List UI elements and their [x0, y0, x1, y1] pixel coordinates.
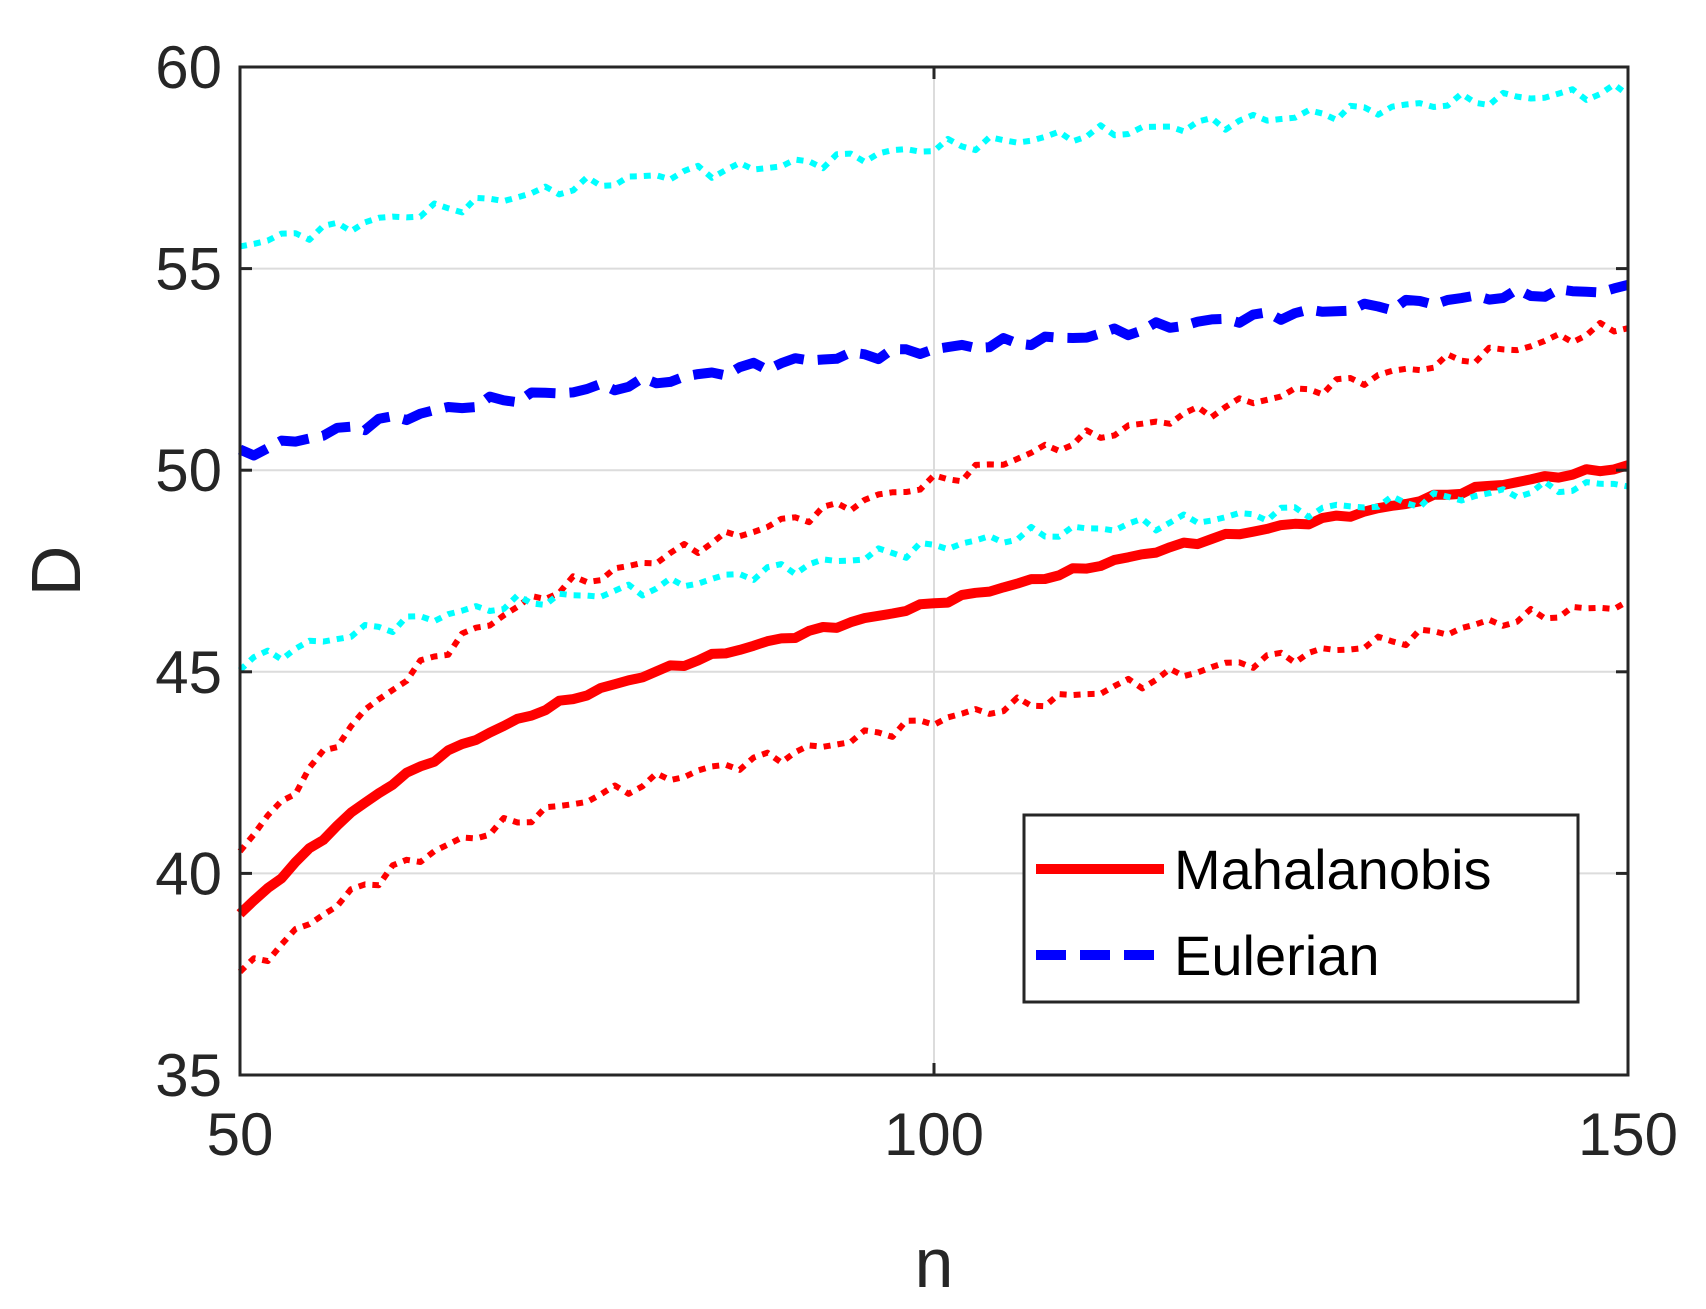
- legend-label-mahalanobis: Mahalanobis: [1174, 838, 1492, 901]
- grid-lines: [240, 67, 1628, 1075]
- y-tick-label: 35: [155, 1042, 222, 1109]
- x-tick-label: 150: [1578, 1101, 1678, 1168]
- y-tick-label: 45: [155, 639, 222, 706]
- x-tick-label: 50: [207, 1101, 274, 1168]
- series-line-mahalanobis: [236, 460, 1630, 918]
- y-axis-title: D: [17, 546, 95, 597]
- series-line-eulerian: [238, 280, 1630, 461]
- x-axis-title: n: [915, 1224, 954, 1302]
- legend-box: [1022, 813, 1580, 1004]
- axis-ticks: 50 100 150 35 40 45 50 55 60: [155, 34, 1678, 1168]
- series-line-mahalanobis-lower-bound: [237, 598, 1630, 975]
- y-tick-label: 40: [155, 840, 222, 907]
- legend-label-eulerian: Eulerian: [1174, 924, 1379, 987]
- y-tick-label: 60: [155, 34, 222, 101]
- y-tick-label: 50: [155, 437, 222, 504]
- series-line-eulerian-lower-bound: [237, 478, 1629, 673]
- legend: Mahalanobis Eulerian: [1022, 813, 1580, 1004]
- series-lines: [236, 81, 1630, 975]
- series-line-eulerian-upper-bound: [239, 81, 1630, 250]
- x-tick-label: 100: [884, 1101, 984, 1168]
- y-tick-label: 55: [155, 236, 222, 303]
